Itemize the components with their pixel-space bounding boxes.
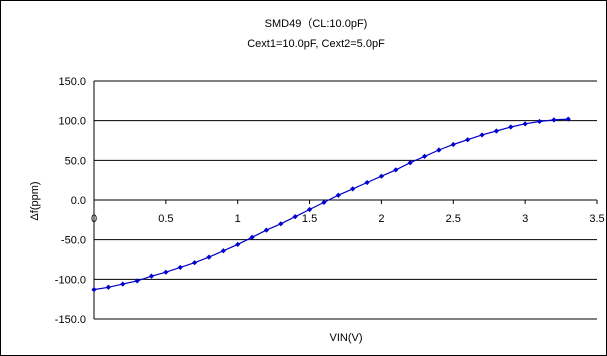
y-tick-label: 150.0 (58, 76, 86, 88)
data-point (565, 116, 571, 122)
data-point (306, 206, 313, 213)
data-point (278, 221, 284, 227)
data-point (235, 241, 241, 248)
data-point (134, 278, 140, 284)
x-tick-label: 1 (235, 213, 241, 225)
data-point (177, 264, 183, 271)
data-point (321, 199, 327, 205)
data-point (163, 269, 169, 275)
data-point (105, 284, 111, 290)
x-tick-label: 3.5 (589, 213, 604, 225)
x-tick-label: 3 (522, 213, 528, 225)
x-tick-label: 1.5 (302, 213, 317, 225)
x-axis-title: VIN(V) (330, 332, 363, 344)
data-point (91, 287, 97, 293)
data-point (393, 167, 399, 173)
x-tick-label: 2.5 (446, 213, 461, 225)
data-point (450, 141, 456, 148)
data-point (378, 173, 385, 179)
data-point (148, 273, 155, 279)
data-point (465, 137, 471, 143)
y-tick-label: 0.0 (71, 195, 86, 207)
data-point (551, 117, 557, 123)
data-point (249, 234, 255, 240)
series-layer (91, 116, 571, 293)
series-line (93, 118, 569, 291)
data-point (479, 132, 485, 138)
data-point (421, 153, 428, 159)
y-tick-label: -150.0 (55, 314, 86, 326)
data-point (192, 260, 198, 266)
data-point (206, 254, 212, 260)
y-axis-title: Δf(ppm) (29, 181, 41, 220)
data-point (407, 160, 413, 166)
x-tick-labels: 00.511.522.533.5 (91, 200, 605, 225)
y-tick-label: 100.0 (58, 116, 86, 128)
data-point (350, 186, 356, 192)
x-tick-label: 2 (378, 213, 384, 225)
data-point (220, 248, 226, 254)
data-point (508, 124, 514, 130)
y-tick-label: -100.0 (55, 274, 86, 286)
data-point (292, 214, 298, 220)
y-tick-label: -50.0 (61, 235, 86, 247)
x-tick-label: 0.5 (158, 213, 173, 225)
y-tick-labels: 150.0 100.0 50.0 0.0 -50.0 -100.0 -150.0 (55, 76, 86, 326)
data-point (436, 147, 442, 153)
data-point (536, 118, 543, 125)
data-point (335, 192, 341, 198)
data-point (522, 121, 528, 127)
chart-subtitle: Cext1=10.0pF, Cext2=5.0pF (247, 38, 385, 50)
y-tick-label: 50.0 (65, 155, 86, 167)
data-point (493, 128, 499, 134)
chart-title: SMD49（CL:10.0pF) (265, 17, 368, 30)
data-point (364, 179, 370, 186)
data-point (263, 227, 270, 233)
data-point (120, 281, 126, 287)
